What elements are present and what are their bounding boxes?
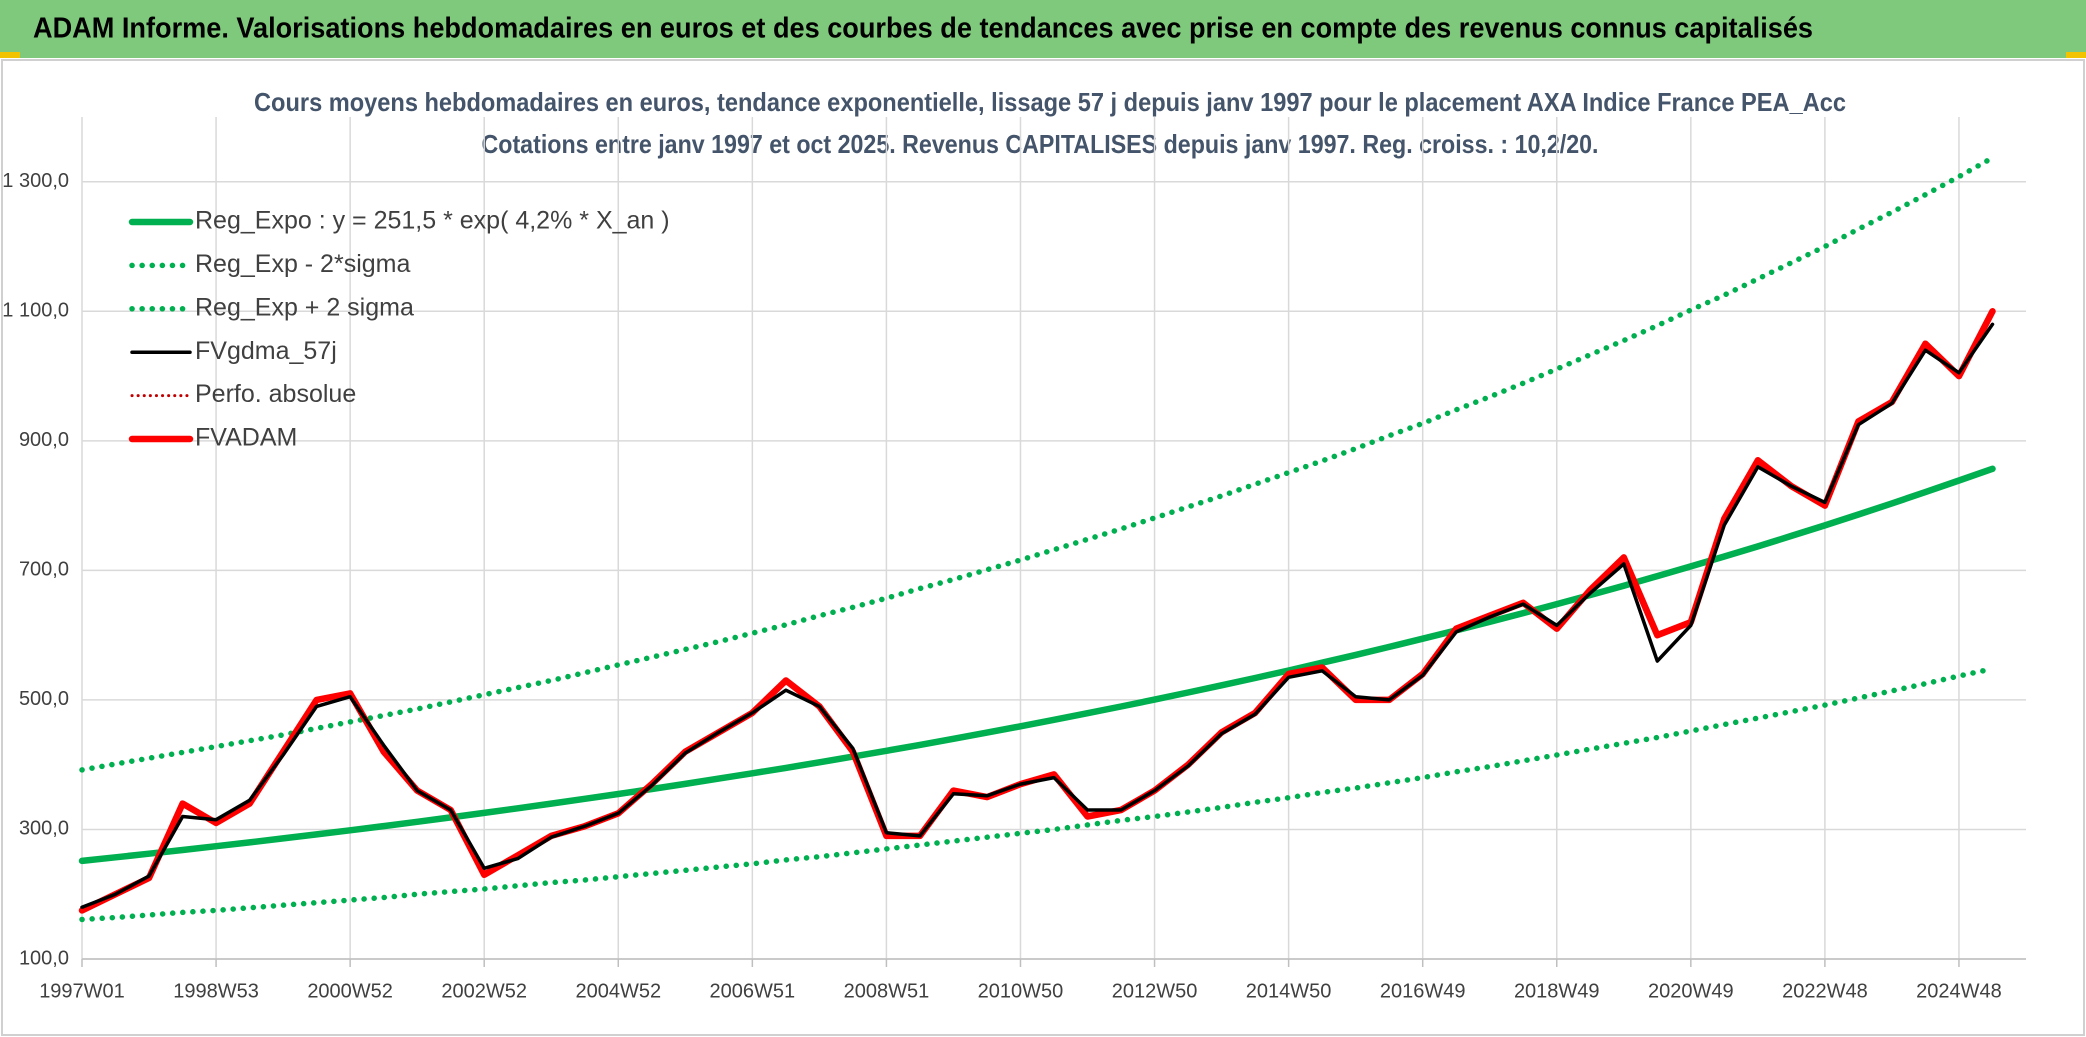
- x-tick-label: 2004W52: [575, 980, 661, 1002]
- x-tick-label: 2014W50: [1246, 980, 1332, 1002]
- legend-label: Perfo. absolue: [195, 380, 356, 408]
- x-tick-label: 1997W01: [39, 980, 125, 1002]
- corner-mark: [0, 52, 20, 58]
- series-line: [79, 666, 1996, 923]
- legend-label: Reg_Exp + 2 sigma: [195, 293, 414, 321]
- series-line: [78, 465, 1996, 865]
- y-tick-label: 500,0: [19, 688, 69, 710]
- chart-frame: [1, 59, 2085, 1036]
- corner-mark: [2066, 52, 2086, 58]
- legend-label: FVADAM: [195, 424, 297, 452]
- x-tick-label: 2020W49: [1648, 980, 1734, 1002]
- y-tick-label: 100,0: [19, 947, 69, 969]
- x-tick-label: 1998W53: [173, 980, 259, 1002]
- y-tick-label: 700,0: [19, 559, 69, 581]
- x-tick-label: 2002W52: [441, 980, 527, 1002]
- legend-label: Reg_Expo : y = 251,5 * exp( 4,2% * X_an …: [195, 207, 670, 235]
- x-tick-label: 2018W49: [1514, 980, 1600, 1002]
- legend-label: Reg_Exp - 2*sigma: [195, 250, 410, 278]
- x-tick-label: 2006W51: [710, 980, 796, 1002]
- x-tick-label: 2012W50: [1112, 980, 1198, 1002]
- x-tick-label: 2016W49: [1380, 980, 1466, 1002]
- chart-subtitle: Cotations entre janv 1997 et oct 2025. R…: [482, 129, 1599, 159]
- header-band: [0, 0, 2086, 58]
- x-tick-label: 2008W51: [844, 980, 930, 1002]
- x-tick-label: 2010W50: [978, 980, 1064, 1002]
- series-line: [80, 322, 1995, 909]
- chart-title: Cours moyens hebdomadaires en euros, ten…: [254, 87, 1846, 117]
- x-tick-label: 2022W48: [1782, 980, 1868, 1002]
- x-tick-label: 2000W52: [307, 980, 393, 1002]
- legend-label: FVgdma_57j: [195, 337, 337, 365]
- y-tick-label: 1 100,0: [2, 300, 69, 322]
- y-tick-label: 300,0: [19, 818, 69, 840]
- header-title: ADAM Informe. Valorisations hebdomadaire…: [33, 13, 1813, 45]
- y-tick-label: 900,0: [19, 429, 69, 451]
- x-tick-label: 2024W48: [1916, 980, 2002, 1002]
- series-line: [79, 155, 1996, 773]
- y-tick-label: 1 300,0: [2, 170, 69, 192]
